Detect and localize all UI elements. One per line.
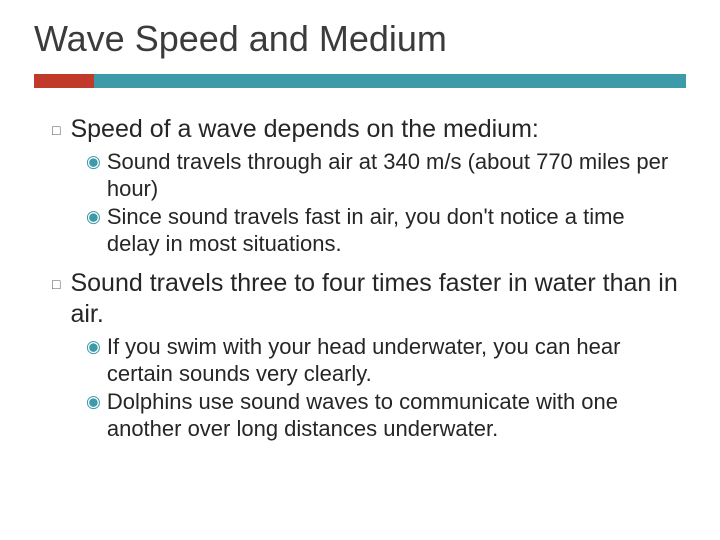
bullet-level2: ◉ Since sound travels fast in air, you d… xyxy=(52,204,680,258)
bullet-level2: ◉ Sound travels through air at 340 m/s (… xyxy=(52,149,680,203)
target-bullet-icon: ◉ xyxy=(86,392,101,443)
bullet-text: If you swim with your head underwater, y… xyxy=(107,334,680,388)
accent-red-segment xyxy=(34,74,94,88)
target-bullet-icon: ◉ xyxy=(86,207,101,258)
bullet-level1: □ Speed of a wave depends on the medium: xyxy=(52,114,680,145)
bullet-level2: ◉ Dolphins use sound waves to communicat… xyxy=(52,389,680,443)
accent-teal-segment xyxy=(94,74,686,88)
target-bullet-icon: ◉ xyxy=(86,337,101,388)
slide-title: Wave Speed and Medium xyxy=(34,18,686,60)
bullet-level1: □ Sound travels three to four times fast… xyxy=(52,268,680,331)
square-bullet-icon: □ xyxy=(52,276,60,331)
square-bullet-icon: □ xyxy=(52,122,60,145)
bullet-level2: ◉ If you swim with your head underwater,… xyxy=(52,334,680,388)
accent-bar xyxy=(34,74,686,88)
bullet-text: Speed of a wave depends on the medium: xyxy=(70,114,538,145)
bullet-text: Dolphins use sound waves to communicate … xyxy=(107,389,680,443)
bullet-text: Sound travels through air at 340 m/s (ab… xyxy=(107,149,680,203)
bullet-text: Sound travels three to four times faster… xyxy=(70,268,680,331)
bullet-text: Since sound travels fast in air, you don… xyxy=(107,204,680,258)
content-body: □ Speed of a wave depends on the medium:… xyxy=(34,114,686,442)
slide: Wave Speed and Medium □ Speed of a wave … xyxy=(0,0,720,540)
target-bullet-icon: ◉ xyxy=(86,152,101,203)
